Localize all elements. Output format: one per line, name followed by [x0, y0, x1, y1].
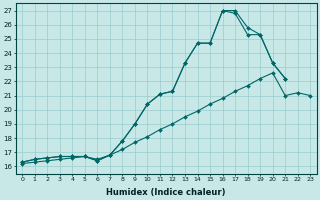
X-axis label: Humidex (Indice chaleur): Humidex (Indice chaleur) — [107, 188, 226, 197]
